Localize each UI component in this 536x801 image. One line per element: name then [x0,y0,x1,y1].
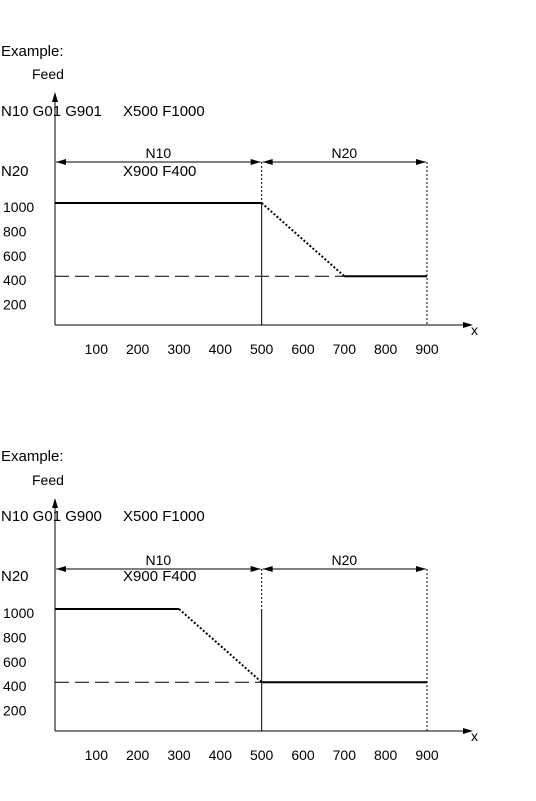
dimension-arrow-right [416,566,426,572]
example-2-line-2-block: N20 [1,568,29,585]
dimension-arrow-left [262,566,273,572]
dimension-arrow-left [56,159,66,165]
segment-label-n20: N20 [331,145,357,161]
y-axis-arrow [52,498,58,508]
example-2-code: Example: N10 G01 G900 X500 F1000 N20 X900 … [1,407,205,607]
example-2-line-2-rest: X900 F400 [123,568,197,585]
x-tick-label: 200 [126,747,150,763]
y-axis-label: Feed [32,66,64,82]
y-tick-label: 400 [3,678,27,694]
feed-profile-line-2 [261,202,345,277]
dimension-arrow-right [250,566,261,572]
x-tick-label: 400 [209,341,233,357]
y-tick-label: 600 [3,654,27,670]
dimension-arrow-left [56,566,66,572]
segment-label-n10: N10 [145,145,171,161]
feed-profile-line-2 [178,608,263,683]
x-tick-label: 500 [250,747,274,763]
example-1-line-2-rest: X900 F400 [123,163,197,180]
example-1-code: Example: N10 G01 G901 X500 F1000 N20 X900 … [1,2,205,202]
example-2-line-1: N10 G01 G900 X500 F1000 [1,507,205,527]
x-axis-label: x [471,728,478,744]
x-tick-label: 100 [85,747,109,763]
x-tick-label: 800 [374,341,398,357]
example-2-line-2: N20 X900 F400 [1,567,196,587]
segment-label-n10: N10 [145,552,171,568]
x-tick-label: 100 [85,341,109,357]
x-tick-label: 600 [291,341,315,357]
y-tick-label: 800 [3,223,27,239]
example-1-line-1-block: N10 G01 G901 [1,103,102,120]
x-tick-label: 900 [415,341,439,357]
y-tick-label: 1000 [3,199,34,215]
dimension-arrow-right [250,159,261,165]
x-tick-label: 300 [167,747,191,763]
dimension-arrow-right [416,159,426,165]
example-2-caption: Example: [1,448,64,465]
y-tick-label: 600 [3,248,27,264]
example-1-line-2-block: N20 [1,163,29,180]
dimension-arrow-left [262,159,273,165]
y-tick-label: 200 [3,297,27,313]
x-tick-label: 900 [415,747,439,763]
segment-label-n20: N20 [331,552,357,568]
example-2-line-1-rest: X500 F1000 [123,508,205,525]
x-tick-label: 400 [209,747,233,763]
y-tick-label: 1000 [3,605,34,621]
x-axis-arrow [463,728,473,734]
x-tick-label: 700 [333,341,357,357]
x-axis-arrow [463,322,473,328]
y-axis-arrow [52,92,58,102]
x-axis-label: x [471,322,478,338]
example-1-line-1-rest: X500 F1000 [123,103,205,120]
example-1-line-1: N10 G01 G901 X500 F1000 [1,102,205,122]
y-tick-label: 400 [3,272,27,288]
example-1-caption: Example: [1,43,64,60]
example-2-line-1-block: N10 G01 G900 [1,508,102,525]
x-tick-label: 300 [167,341,191,357]
y-tick-label: 200 [3,703,27,719]
y-tick-label: 800 [3,629,27,645]
example-1-line-2: N20 X900 F400 [1,162,196,182]
x-tick-label: 700 [333,747,357,763]
x-tick-label: 600 [291,747,315,763]
x-tick-label: 500 [250,341,274,357]
x-tick-label: 200 [126,341,150,357]
x-tick-label: 800 [374,747,398,763]
y-axis-label: Feed [32,472,64,488]
